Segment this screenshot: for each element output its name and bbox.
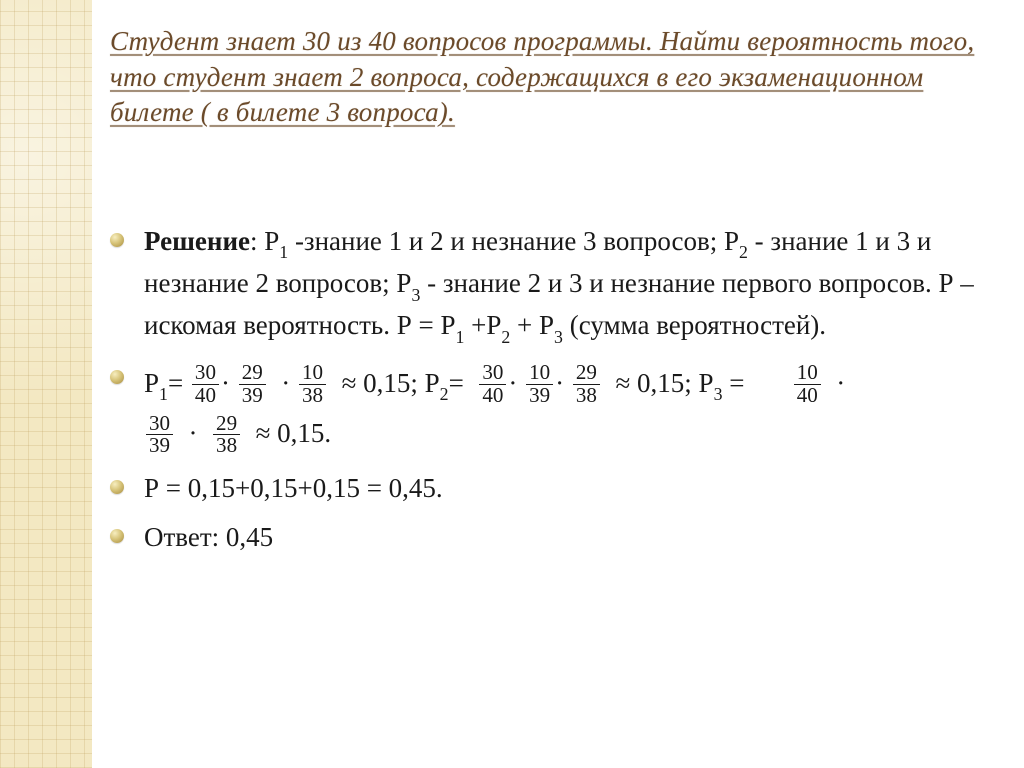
- bullet-sum: Р = 0,15+0,15+0,15 = 0,45.: [110, 469, 980, 508]
- frac-10-39-b: 1039: [526, 362, 553, 406]
- p3-label: Р: [699, 368, 714, 398]
- slide-title: Студент знает 30 из 40 вопросов программ…: [110, 24, 990, 131]
- p1-sub: 1: [159, 384, 168, 404]
- eq-1: =: [168, 368, 183, 398]
- solution-text-g: (сумма вероятностей).: [563, 310, 826, 340]
- solution-text-b: -знание 1 и 2 и незнание 3 вопросов; Р: [288, 226, 739, 256]
- solution-text-a: : Р: [250, 226, 279, 256]
- solution-label: Решение: [144, 226, 250, 256]
- frac-10-40-c: 1040: [794, 362, 821, 406]
- sub-1: 1: [279, 242, 288, 262]
- side-texture-panel: [0, 0, 92, 768]
- frac-10-38-a: 1038: [299, 362, 326, 406]
- slide-body: Решение: Р1 -знание 1 и 2 и незнание 3 в…: [110, 222, 980, 567]
- sub-2: 2: [739, 242, 748, 262]
- p3-sub: 3: [714, 384, 723, 404]
- p2-sub: 2: [440, 384, 449, 404]
- p1-label: Р: [144, 368, 159, 398]
- dot-3: ·: [508, 368, 517, 398]
- approx-2: ≈ 0,15;: [615, 368, 698, 398]
- sum-line: Р = 0,15+0,15+0,15 = 0,45.: [144, 473, 443, 503]
- sub-2b: 2: [501, 327, 510, 347]
- eq-3: =: [729, 368, 744, 398]
- solution-text-f: + Р: [510, 310, 554, 340]
- approx-3: ≈ 0,15.: [256, 418, 332, 448]
- dot-5: ·: [836, 368, 845, 398]
- dot-2: ·: [281, 368, 290, 398]
- frac-29-39-a: 2939: [239, 362, 266, 406]
- frac-30-40-a: 3040: [192, 362, 219, 406]
- frac-29-38-b: 2938: [573, 362, 600, 406]
- frac-29-38-c: 2938: [213, 413, 240, 457]
- dot-6: ·: [189, 418, 198, 448]
- dot-4: ·: [555, 368, 564, 398]
- approx-1: ≈ 0,15;: [342, 368, 425, 398]
- sub-3: 3: [411, 285, 420, 305]
- bullet-formulas: Р1= 3040· 2939 · 1038 ≈ 0,15; Р2= 3040· …: [110, 359, 980, 459]
- frac-30-40-b: 3040: [479, 362, 506, 406]
- bullet-solution: Решение: Р1 -знание 1 и 2 и незнание 3 в…: [110, 222, 980, 349]
- slide: Студент знает 30 из 40 вопросов программ…: [0, 0, 1024, 768]
- eq-2: =: [449, 368, 464, 398]
- bullet-answer: Ответ: 0,45: [110, 518, 980, 557]
- sub-3b: 3: [554, 327, 563, 347]
- p2-label: Р: [425, 368, 440, 398]
- frac-30-39-c: 3039: [146, 413, 173, 457]
- solution-text-e: +Р: [464, 310, 501, 340]
- answer-line: Ответ: 0,45: [144, 522, 273, 552]
- sub-1b: 1: [455, 327, 464, 347]
- dot-1: ·: [221, 368, 230, 398]
